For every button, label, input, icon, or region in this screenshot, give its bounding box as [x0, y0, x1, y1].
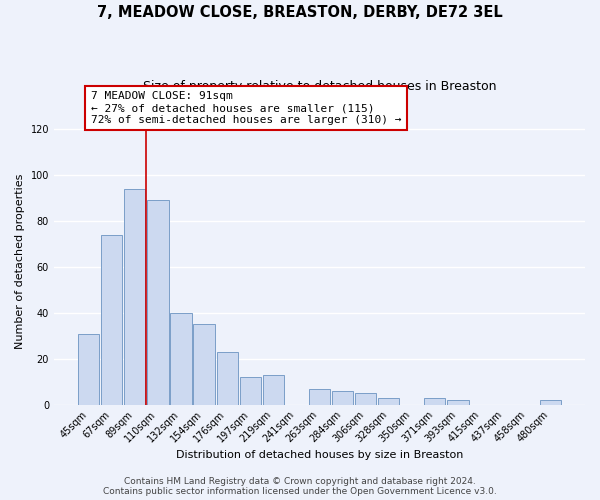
Bar	[355, 394, 376, 405]
Bar	[539, 400, 561, 405]
Bar	[263, 375, 284, 405]
Text: Contains public sector information licensed under the Open Government Licence v3: Contains public sector information licen…	[103, 487, 497, 496]
Text: 7, MEADOW CLOSE, BREASTON, DERBY, DE72 3EL: 7, MEADOW CLOSE, BREASTON, DERBY, DE72 3…	[97, 5, 503, 20]
Bar	[78, 334, 99, 405]
X-axis label: Distribution of detached houses by size in Breaston: Distribution of detached houses by size …	[176, 450, 463, 460]
Bar	[124, 189, 145, 405]
Bar	[424, 398, 445, 405]
Bar	[332, 391, 353, 405]
Bar	[170, 313, 191, 405]
Bar	[193, 324, 215, 405]
Bar	[239, 377, 261, 405]
Bar	[378, 398, 400, 405]
Bar	[309, 388, 330, 405]
Bar	[448, 400, 469, 405]
Bar	[147, 200, 169, 405]
Text: Contains HM Land Registry data © Crown copyright and database right 2024.: Contains HM Land Registry data © Crown c…	[124, 477, 476, 486]
Bar	[101, 235, 122, 405]
Title: Size of property relative to detached houses in Breaston: Size of property relative to detached ho…	[143, 80, 496, 93]
Bar	[217, 352, 238, 405]
Text: 7 MEADOW CLOSE: 91sqm
← 27% of detached houses are smaller (115)
72% of semi-det: 7 MEADOW CLOSE: 91sqm ← 27% of detached …	[91, 92, 401, 124]
Y-axis label: Number of detached properties: Number of detached properties	[15, 174, 25, 349]
